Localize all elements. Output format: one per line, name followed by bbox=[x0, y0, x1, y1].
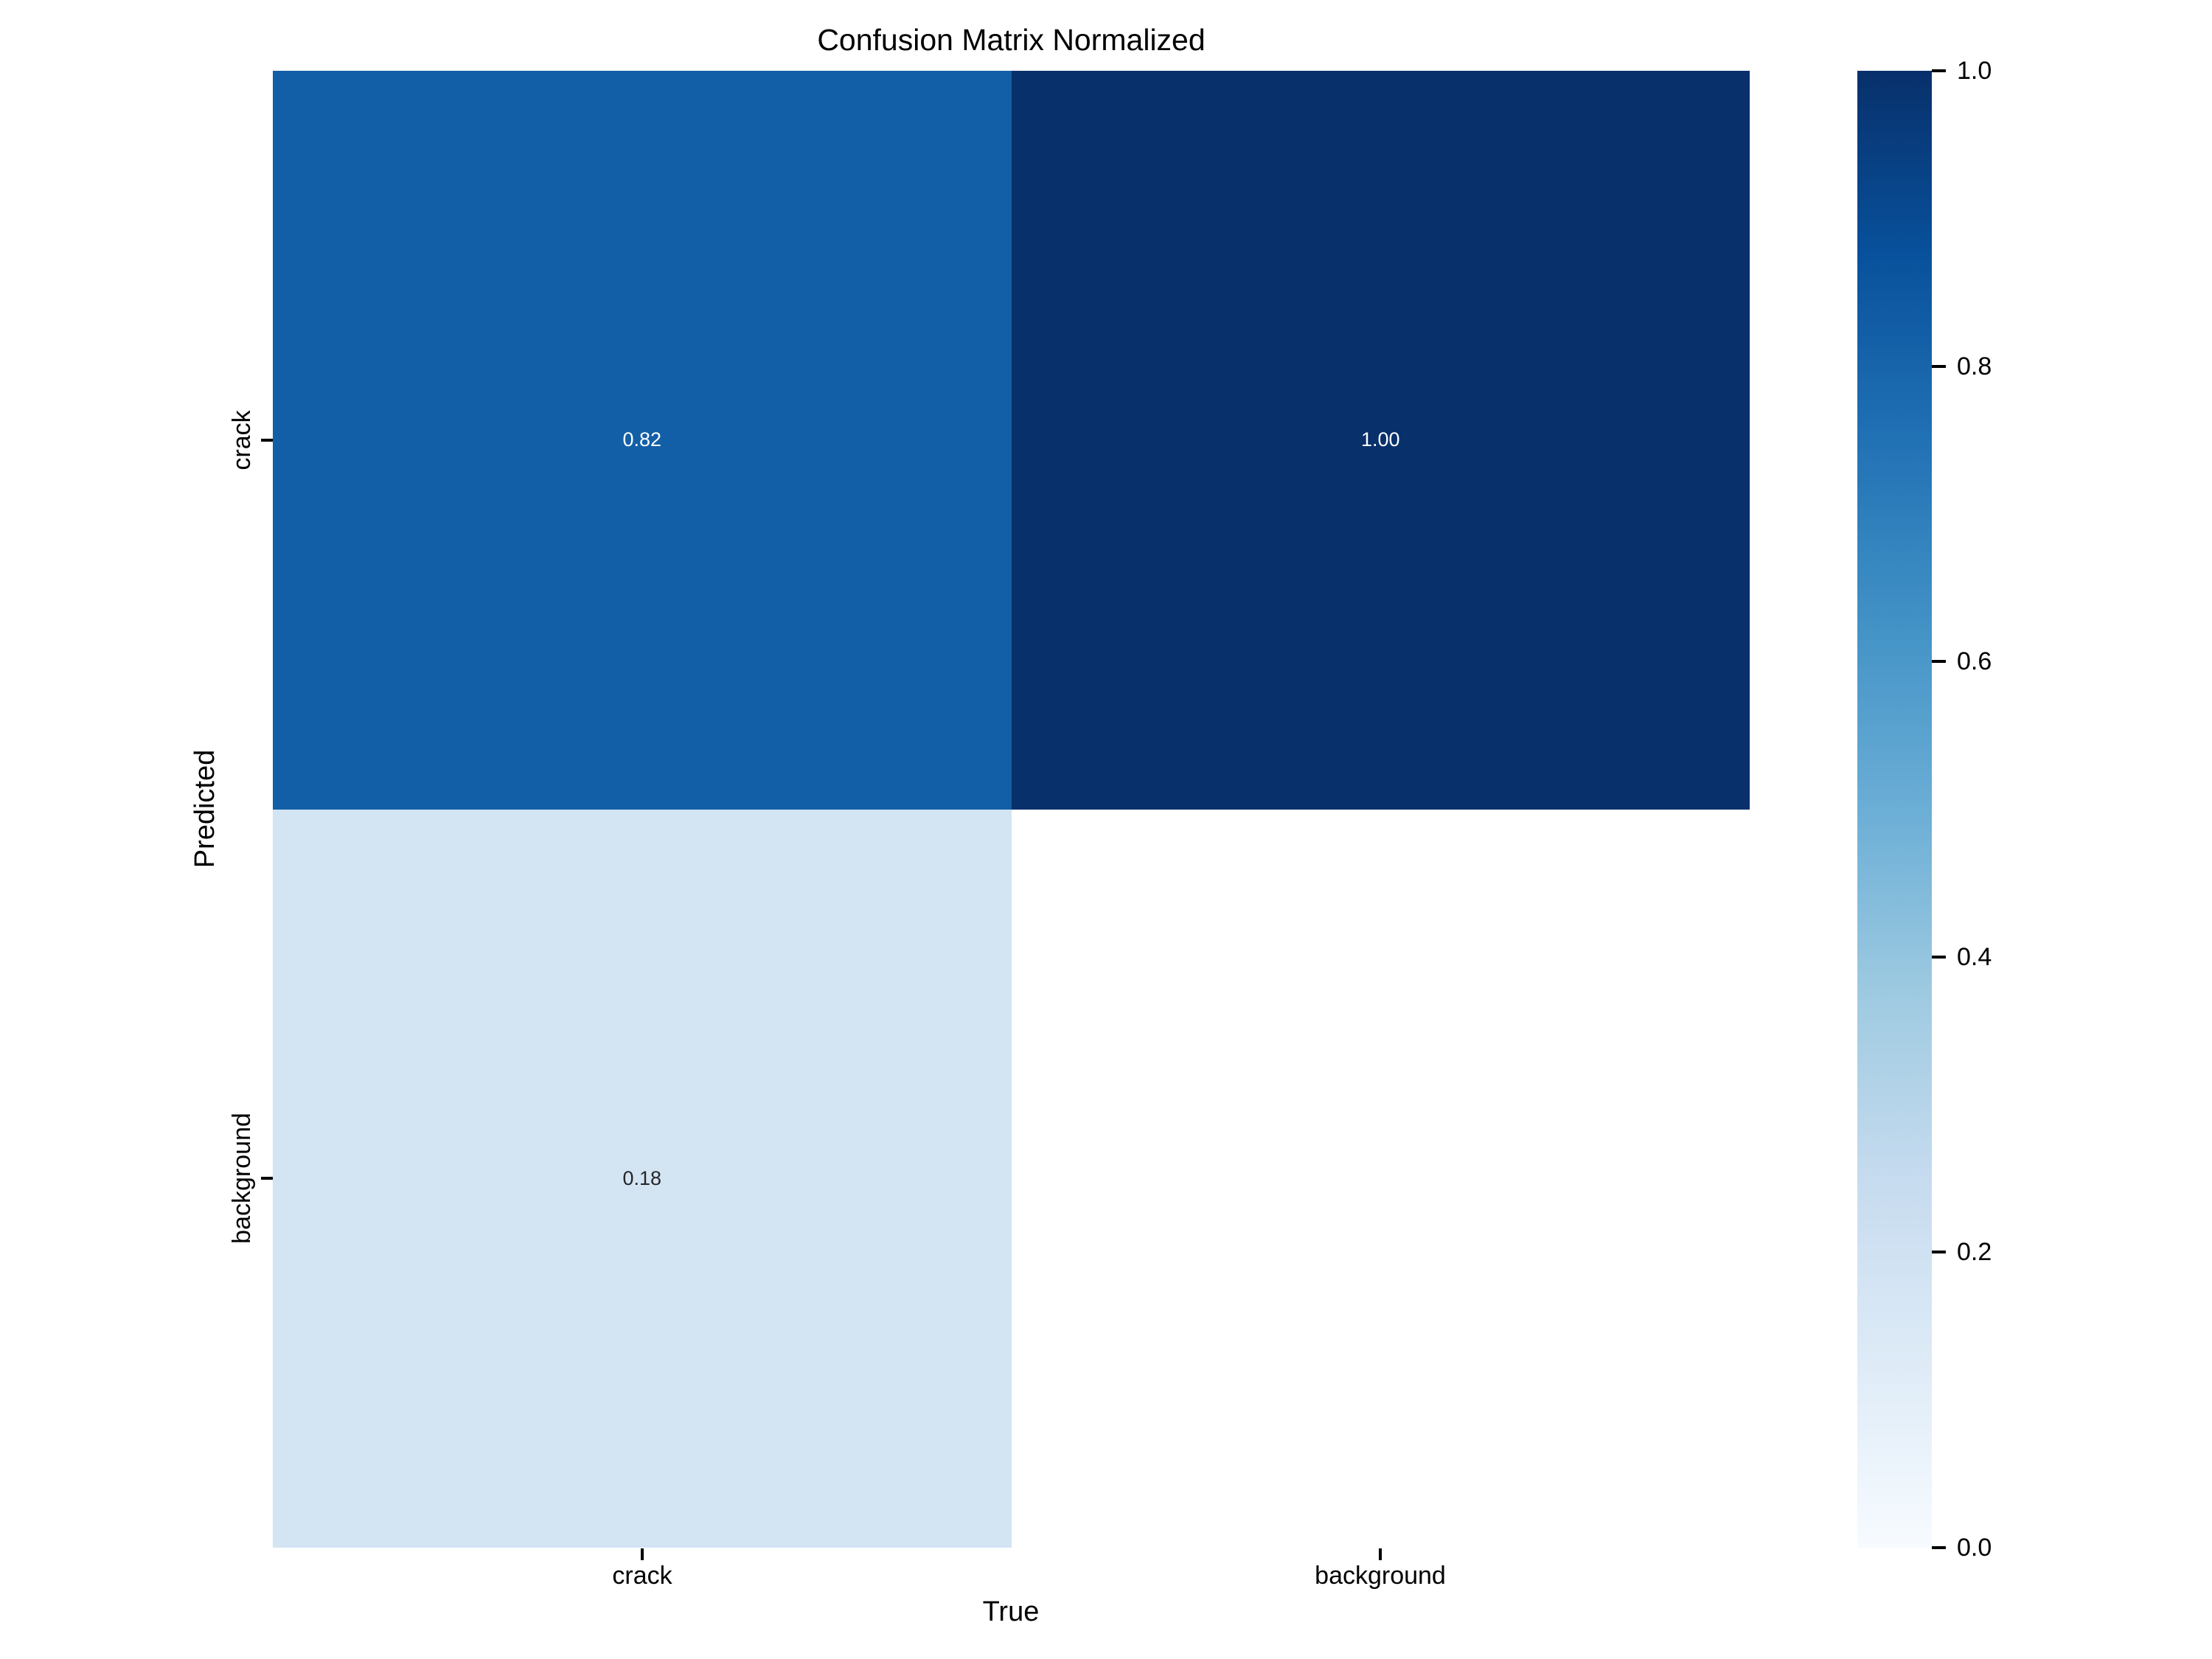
chart-title: Confusion Matrix Normalized bbox=[817, 23, 1206, 57]
colorbar-tick-label-0.2: 0.2 bbox=[1957, 1238, 1992, 1267]
y-tick-mark-background bbox=[261, 1177, 273, 1180]
colorbar-tick-label-0.8: 0.8 bbox=[1957, 352, 1992, 380]
heatmap-cell-r1c0: 0.18 bbox=[273, 809, 1012, 1548]
colorbar-tick-label-1.0: 1.0 bbox=[1957, 57, 1992, 85]
y-tick-label-background: background bbox=[228, 1113, 256, 1244]
colorbar-tick-label-0.4: 0.4 bbox=[1957, 942, 1992, 971]
colorbar-tick-label-0.6: 0.6 bbox=[1957, 647, 1992, 676]
cell-annotation: 0.18 bbox=[622, 1166, 662, 1189]
heatmap-cell-r1c1 bbox=[1011, 809, 1750, 1548]
colorbar-tick-label-0.0: 0.0 bbox=[1957, 1534, 1992, 1562]
cell-annotation: 0.82 bbox=[622, 428, 662, 451]
y-tick-label-crack: crack bbox=[228, 410, 256, 470]
x-tick-label-crack: crack bbox=[612, 1562, 672, 1590]
colorbar-tick-mark-1.0 bbox=[1932, 69, 1946, 72]
x-tick-label-background: background bbox=[1315, 1562, 1446, 1590]
y-tick-mark-crack bbox=[261, 439, 273, 442]
x-tick-mark-crack bbox=[641, 1548, 644, 1560]
y-axis-label: Predicted bbox=[189, 749, 220, 869]
x-tick-mark-background bbox=[1379, 1548, 1382, 1560]
colorbar-tick-mark-0.0 bbox=[1932, 1546, 1946, 1549]
heatmap-cell-r0c1: 1.00 bbox=[1011, 71, 1750, 810]
colorbar-tick-mark-0.8 bbox=[1932, 364, 1946, 368]
cell-annotation: 1.00 bbox=[1360, 428, 1400, 451]
colorbar-tick-mark-0.4 bbox=[1932, 955, 1946, 959]
colorbar bbox=[1857, 71, 1932, 1548]
x-axis-label: True bbox=[982, 1596, 1040, 1627]
colorbar-tick-mark-0.6 bbox=[1932, 660, 1946, 664]
colorbar-tick-mark-0.2 bbox=[1932, 1251, 1946, 1254]
heatmap-cell-r0c0: 0.82 bbox=[273, 71, 1012, 810]
